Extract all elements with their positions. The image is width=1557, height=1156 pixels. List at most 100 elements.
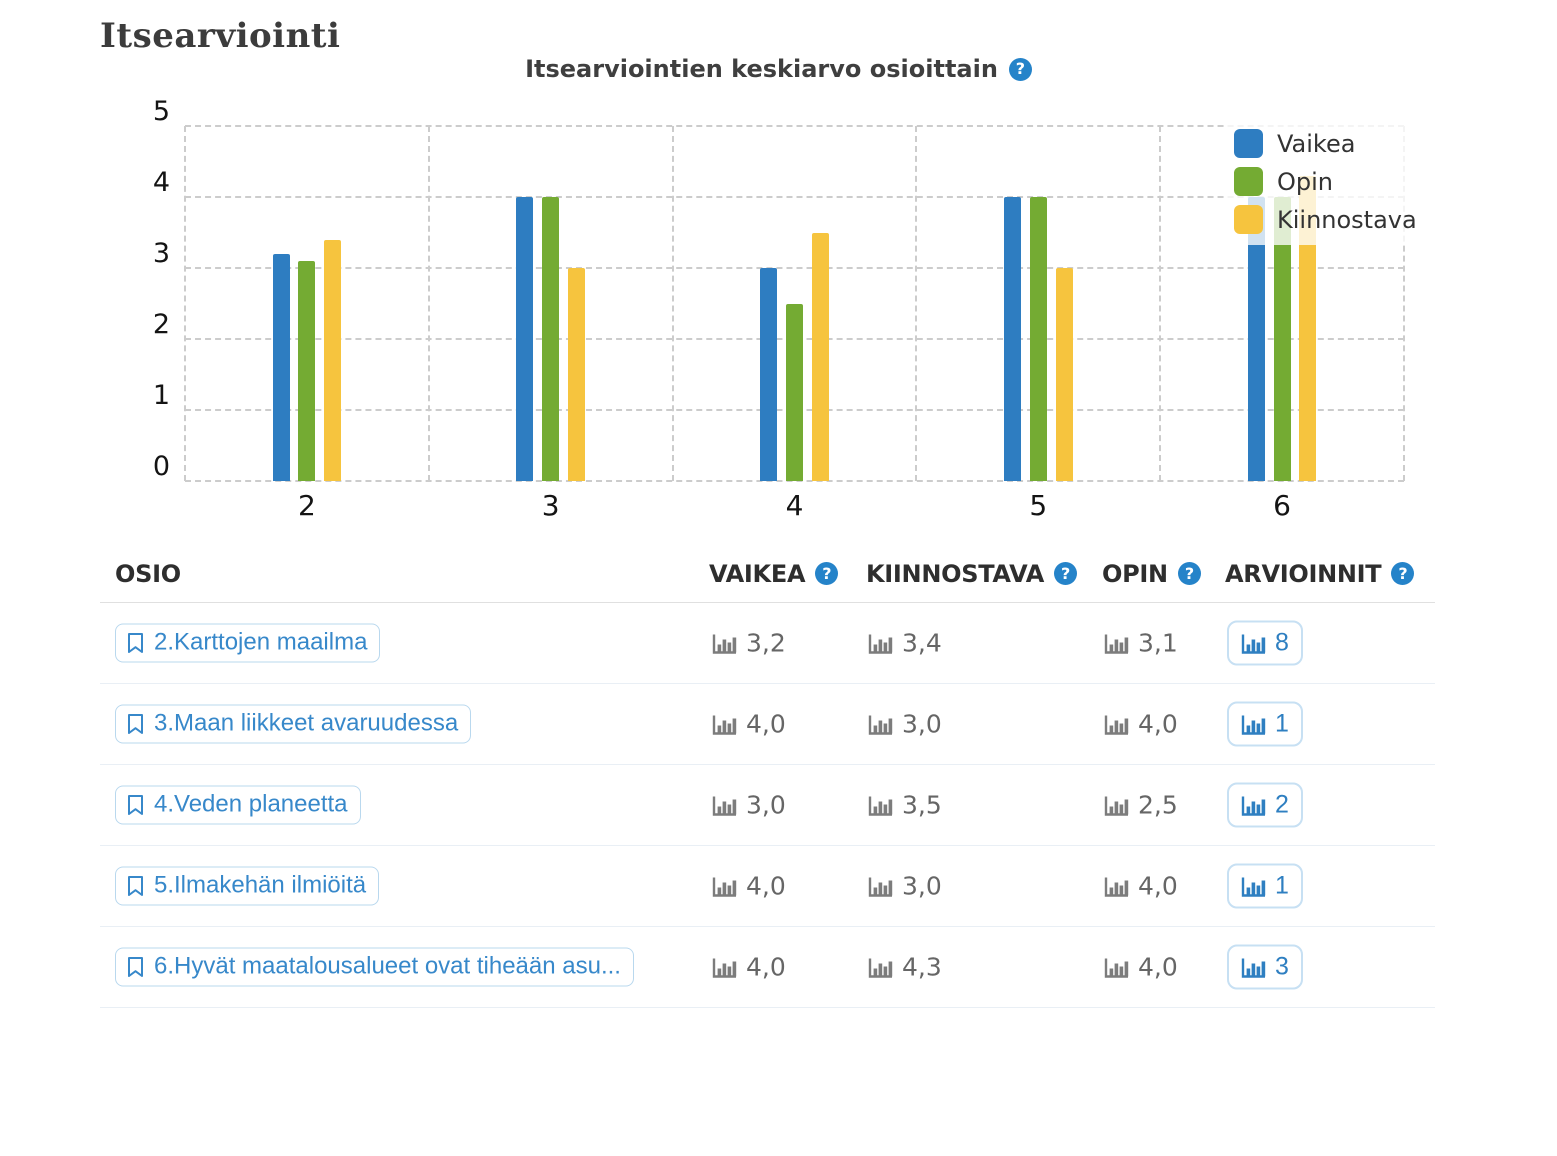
bar-kiinnostava-3	[568, 268, 585, 481]
kiinnostava-value-text: 3,4	[902, 628, 942, 658]
opin-value-text: 2,5	[1138, 790, 1178, 820]
vaikea-value: 4,0	[712, 872, 786, 901]
bar-chart-icon	[1241, 632, 1266, 654]
bar-opin-2	[298, 260, 316, 481]
table-row: 6.Hyvät maatalousalueet ovat tiheään asu…	[100, 927, 1435, 1008]
chart-title: Itsearviointien keskiarvo osioittain	[525, 55, 998, 83]
bar-chart-icon	[868, 713, 893, 735]
x-tick-label: 3	[541, 489, 560, 522]
vaikea-help-icon[interactable]: ?	[815, 562, 839, 585]
y-tick-label: 4	[152, 167, 170, 198]
bar-kiinnostava-2	[324, 239, 342, 481]
chart-title-help-icon[interactable]: ?	[1008, 57, 1032, 81]
gridline-vertical	[427, 126, 430, 481]
kiinnostava-value-text: 3,5	[902, 790, 942, 820]
opin-value: 2,5	[1104, 791, 1178, 820]
bar-kiinnostava-6	[1299, 175, 1317, 481]
legend-item-kiinnostava[interactable]: Kiinnostava	[1234, 205, 1417, 234]
legend-swatch-kiinnostava	[1234, 205, 1263, 234]
bar-kiinnostava-5	[1055, 268, 1073, 481]
arvioinnit-button[interactable]: 1	[1227, 701, 1303, 747]
legend-swatch-opin	[1234, 167, 1263, 196]
arvioinnit-button[interactable]: 2	[1227, 782, 1303, 828]
vaikea-value: 3,0	[712, 791, 786, 820]
table-body: 2.Karttojen maailma 3,2 3,4 3,1 8 3.Maan liik…	[100, 603, 1435, 1008]
osio-link[interactable]: 5.Ilmakehän ilmiöitä	[115, 866, 380, 906]
bar-opin-3	[542, 197, 560, 481]
bar-chart-icon	[1104, 713, 1129, 735]
x-tick-label: 2	[297, 489, 316, 522]
gridline-horizontal	[185, 125, 1404, 127]
kiinnostava-value-text: 4,3	[902, 952, 942, 982]
bar-vaikea-6	[1247, 197, 1265, 481]
arvioinnit-count: 2	[1275, 790, 1289, 819]
arvioinnit-button[interactable]: 3	[1227, 944, 1303, 990]
opin-value-text: 4,0	[1138, 871, 1178, 901]
osio-link[interactable]: 4.Veden planeetta	[115, 785, 361, 825]
legend-label-vaikea: Vaikea	[1277, 129, 1356, 158]
arvioinnit-help-icon[interactable]: ?	[1391, 562, 1415, 585]
legend-label-opin: Opin	[1277, 167, 1334, 196]
osio-link[interactable]: 6.Hyvät maatalousalueet ovat tiheään asu…	[115, 947, 634, 987]
arvioinnit-button[interactable]: 8	[1227, 620, 1303, 666]
opin-help-icon[interactable]: ?	[1177, 562, 1201, 585]
bar-chart-icon	[868, 956, 893, 978]
kiinnostava-help-icon[interactable]: ?	[1054, 562, 1077, 585]
bar-vaikea-4	[760, 268, 778, 481]
bar-chart-icon	[1241, 875, 1266, 897]
osio-link[interactable]: 3.Maan liikkeet avaruudessa	[115, 704, 472, 744]
chart-title-row: Itsearviointien keskiarvo osioittain ?	[0, 55, 1557, 83]
x-tick-label: 5	[1029, 489, 1048, 522]
gridline-vertical	[1159, 126, 1162, 481]
table-row: 3.Maan liikkeet avaruudessa 4,0 3,0 4,0 1	[100, 684, 1435, 765]
vaikea-value-text: 4,0	[746, 871, 786, 901]
bookmark-icon	[126, 712, 145, 735]
bar-opin-6	[1273, 197, 1291, 481]
table-row: 2.Karttojen maailma 3,2 3,4 3,1 8	[100, 603, 1435, 684]
arvioinnit-count: 1	[1275, 871, 1289, 900]
table-row: 4.Veden planeetta 3,0 3,5 2,5 2	[100, 765, 1435, 846]
y-tick-label: 0	[152, 451, 170, 482]
osio-link-label: 5.Ilmakehän ilmiöitä	[154, 871, 367, 899]
gridline-horizontal	[185, 196, 1404, 198]
opin-value: 4,0	[1104, 710, 1178, 739]
legend-label-kiinnostava: Kiinnostava	[1277, 205, 1417, 234]
legend-swatch-vaikea	[1234, 129, 1263, 158]
bar-chart-icon	[1104, 875, 1129, 897]
bookmark-icon	[126, 874, 145, 897]
opin-value-text: 4,0	[1138, 952, 1178, 982]
bar-opin-5	[1029, 197, 1047, 481]
y-tick-label: 3	[152, 238, 170, 269]
column-header-arvioinnit-label: ARVIOINNIT	[1225, 559, 1382, 588]
vaikea-value: 4,0	[712, 710, 786, 739]
y-tick-label: 5	[152, 96, 170, 127]
bookmark-icon	[126, 793, 145, 816]
legend-item-vaikea[interactable]: Vaikea	[1234, 129, 1417, 158]
bar-chart-icon	[712, 632, 737, 654]
gridline-vertical	[915, 126, 918, 481]
column-header-arvioinnit: ARVIOINNIT ?	[1225, 559, 1415, 588]
column-header-vaikea-label: VAIKEA	[709, 559, 806, 588]
osio-link[interactable]: 2.Karttojen maailma	[115, 623, 381, 663]
osio-table: OSIO VAIKEA ? KIINNOSTAVA ? OPIN ? ARVIO…	[100, 545, 1435, 1008]
bar-chart-icon	[1104, 956, 1129, 978]
bar-vaikea-3	[516, 197, 534, 481]
vaikea-value: 4,0	[712, 953, 786, 982]
vaikea-value-text: 3,0	[746, 790, 786, 820]
bar-kiinnostava-4	[811, 232, 829, 481]
arvioinnit-button[interactable]: 1	[1227, 863, 1303, 909]
column-header-osio-label: OSIO	[115, 559, 181, 588]
bar-chart-icon	[1241, 794, 1266, 816]
legend-item-opin[interactable]: Opin	[1234, 167, 1417, 196]
bar-chart-icon	[1104, 794, 1129, 816]
bar-chart-icon	[868, 794, 893, 816]
vaikea-value-text: 4,0	[746, 952, 786, 982]
column-header-opin-label: OPIN	[1102, 559, 1168, 588]
kiinnostava-value: 3,4	[868, 629, 942, 658]
bookmark-icon	[126, 955, 145, 978]
bar-chart-icon	[868, 632, 893, 654]
gridline-vertical	[1403, 126, 1405, 481]
bar-chart-icon	[712, 875, 737, 897]
kiinnostava-value: 4,3	[868, 953, 942, 982]
